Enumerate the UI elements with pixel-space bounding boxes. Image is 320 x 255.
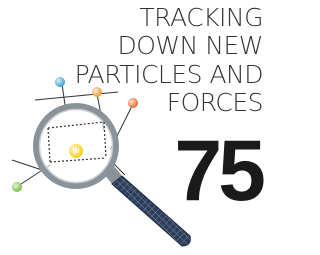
title-line: DOWN NEW [117,31,263,60]
title-line: FORCES [167,88,263,117]
page: {"title_lines": ["TRACKING", "DOWN NEW",… [0,0,320,255]
page-number: 75 [174,123,264,219]
magnifier [36,106,190,246]
illustration: W TRACKING DOWN NEW PARTICLES AND FORCES… [0,0,268,255]
title-line: TRACKING [139,3,263,32]
particle-label: W [73,149,80,156]
title: TRACKING DOWN NEW PARTICLES AND FORCES [75,3,263,117]
title-line: PARTICLES AND [75,60,263,89]
